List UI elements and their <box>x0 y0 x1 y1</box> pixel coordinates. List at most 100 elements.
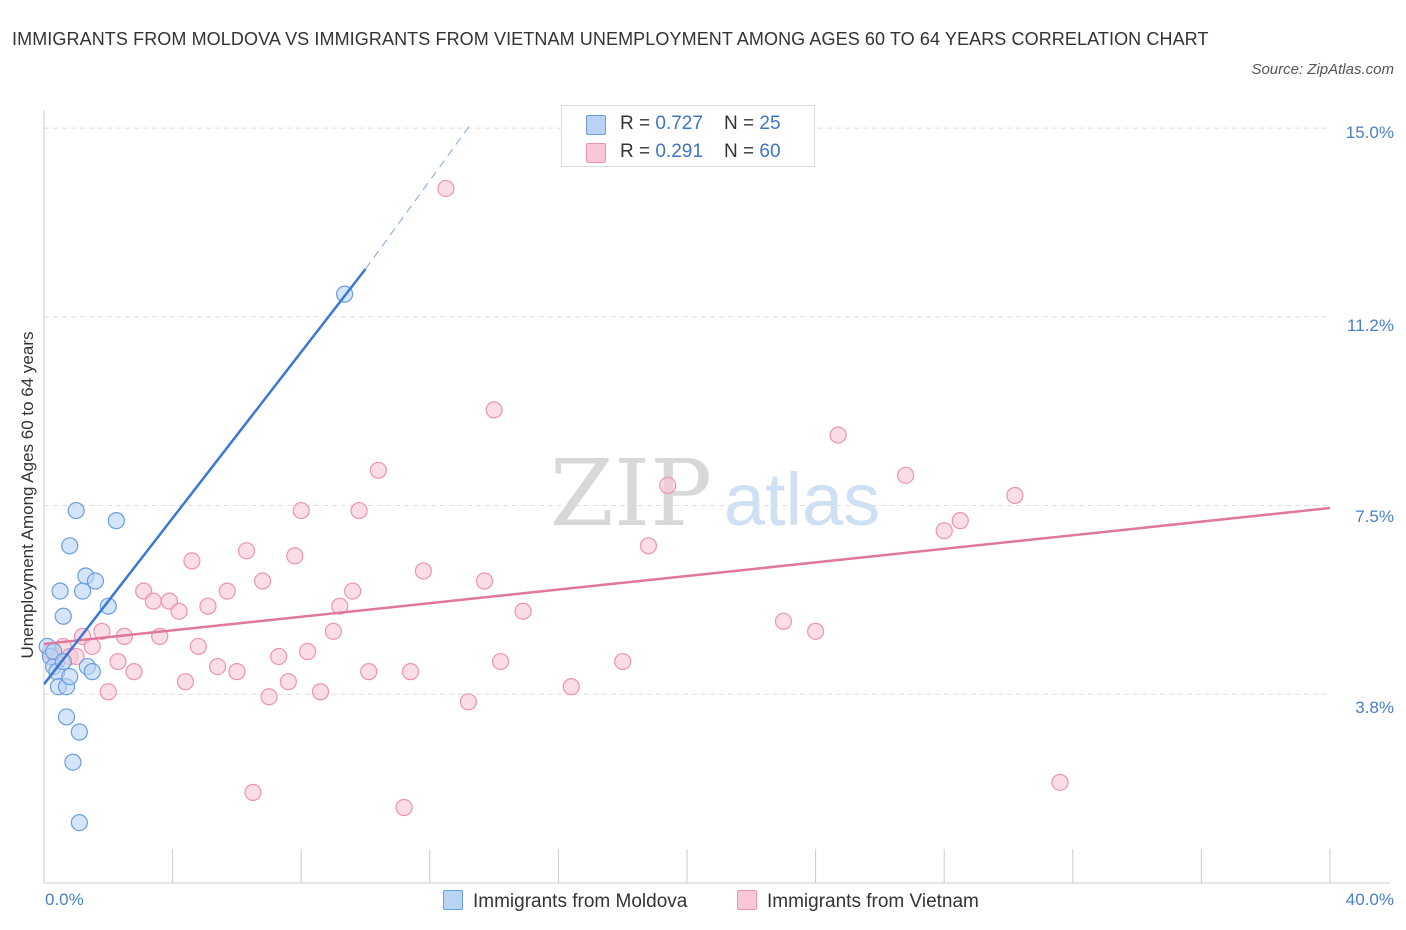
vietnam-point <box>562 678 580 696</box>
moldova-point <box>54 607 72 625</box>
legend-item-moldova[interactable]: Immigrants from Moldova <box>443 890 687 913</box>
vietnam-point <box>176 673 195 691</box>
vietnam-point <box>183 552 201 570</box>
vietnam-point <box>237 542 256 560</box>
r-value-vietnam: 0.291 <box>655 141 703 162</box>
trendline-vietnam <box>43 506 1331 646</box>
vietnam-point <box>218 582 236 600</box>
n-value-moldova: 25 <box>759 113 781 134</box>
moldova-point <box>83 663 101 681</box>
watermark-zip: ZIP <box>550 440 712 547</box>
moldova-point <box>70 814 88 832</box>
moldova-point <box>70 723 88 741</box>
series-vietnam-points <box>41 179 1069 817</box>
vietnam-point <box>279 673 297 691</box>
vietnam-swatch <box>737 890 757 910</box>
vietnam-point <box>331 597 349 615</box>
vietnam-point <box>951 512 969 530</box>
moldova-point <box>99 597 117 615</box>
moldova-point <box>61 668 79 686</box>
vietnam-point <box>344 582 362 600</box>
vietnam-point <box>299 642 317 661</box>
gridlines <box>44 127 1330 695</box>
vietnam-point <box>614 652 632 671</box>
vietnam-point <box>254 572 272 590</box>
legend-label-moldova: Immigrants from Moldova <box>473 891 688 912</box>
vietnam-point <box>395 798 413 817</box>
vietnam-point <box>125 663 143 681</box>
moldova-point <box>51 582 69 600</box>
vietnam-point <box>437 179 455 198</box>
correlation-legend: R = 0.727 N = 25 R = 0.291 N = 60 <box>561 105 815 167</box>
vietnam-point <box>199 597 217 615</box>
vietnam-point <box>270 647 288 666</box>
y-axis-label: Unemployment Among Ages 60 to 64 years <box>18 331 37 659</box>
vietnam-point <box>639 537 658 555</box>
y-tick-label: 3.8% <box>1355 698 1394 717</box>
vietnam-point <box>491 652 510 671</box>
n-label: N = <box>724 141 760 162</box>
vietnam-swatch <box>586 143 606 163</box>
vietnam-point <box>897 466 915 484</box>
trendline-moldova-extension <box>365 122 473 270</box>
vietnam-point <box>485 401 503 419</box>
vietnam-point <box>244 783 262 802</box>
chart-title: IMMIGRANTS FROM MOLDOVA VS IMMIGRANTS FR… <box>12 29 1209 49</box>
moldova-swatch <box>443 890 463 910</box>
y-tick-label: 15.0% <box>1345 123 1394 142</box>
vietnam-point <box>935 522 953 540</box>
vietnam-point <box>144 592 162 610</box>
y-tick-label: 11.2% <box>1347 316 1394 335</box>
vietnam-point <box>209 657 227 676</box>
vietnam-point <box>99 683 117 701</box>
moldova-swatch <box>586 115 606 135</box>
moldova-point <box>67 501 85 520</box>
vietnam-point <box>350 501 368 520</box>
y-tick-label: 7.5% <box>1355 507 1394 526</box>
vietnam-point <box>228 663 246 681</box>
vietnam-point <box>109 652 127 671</box>
source-label: Source: ZipAtlas.com <box>1251 61 1394 78</box>
r-label: R = <box>620 141 656 162</box>
moldova-point <box>86 572 105 590</box>
moldova-point <box>57 708 76 726</box>
vietnam-point <box>774 612 793 630</box>
r-label: R = <box>620 113 656 134</box>
vietnam-point <box>659 476 677 495</box>
x-tick-label: 40.0% <box>1345 890 1394 909</box>
vietnam-point <box>311 683 330 701</box>
vietnam-point <box>401 663 420 681</box>
vietnam-point <box>369 461 387 479</box>
vietnam-point <box>83 637 101 656</box>
vietnam-point <box>360 663 378 681</box>
vietnam-point <box>286 547 304 565</box>
trendline-moldova <box>43 268 367 685</box>
vietnam-point <box>292 501 310 520</box>
trend-lines <box>43 122 1331 685</box>
r-value-moldova: 0.727 <box>655 113 703 134</box>
moldova-point <box>107 512 125 530</box>
legend-label-vietnam: Immigrants from Vietnam <box>767 891 979 912</box>
x-tick-label: 0.0% <box>45 890 84 909</box>
vietnam-point <box>514 602 532 620</box>
vietnam-point <box>829 426 847 444</box>
moldova-point <box>61 537 79 555</box>
vietnam-point <box>1006 486 1024 505</box>
watermark-atlas: atlas <box>724 458 880 541</box>
vietnam-point <box>189 637 207 656</box>
axes <box>43 110 1390 884</box>
vietnam-point <box>93 622 111 640</box>
vietnam-point <box>806 622 825 640</box>
vietnam-point <box>1051 773 1069 791</box>
vietnam-point <box>324 622 342 640</box>
moldova-point <box>64 753 82 771</box>
n-value-vietnam: 60 <box>759 141 781 162</box>
vietnam-point <box>260 688 278 706</box>
vietnam-point <box>475 572 494 590</box>
watermark: ZIP atlas <box>550 440 880 547</box>
legend-item-vietnam[interactable]: Immigrants from Vietnam <box>737 890 979 913</box>
vietnam-point <box>170 602 188 620</box>
vietnam-point <box>414 562 432 580</box>
n-label: N = <box>724 113 760 134</box>
